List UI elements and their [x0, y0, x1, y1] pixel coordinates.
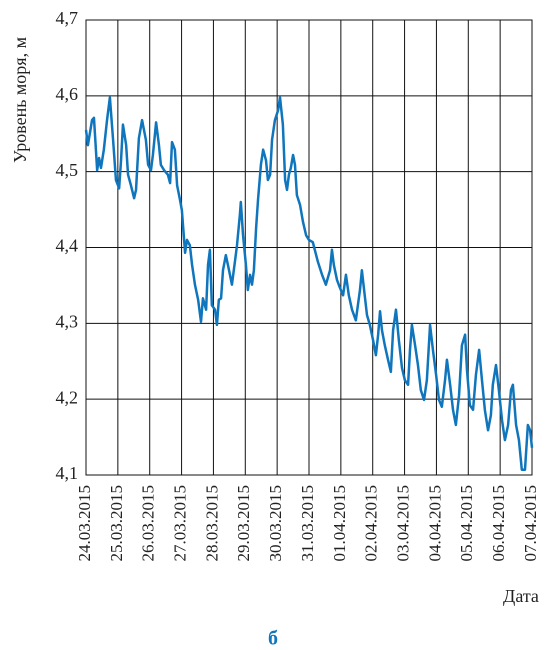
y-tick-label: 4,1 — [56, 463, 79, 483]
x-tick-label: 29.03.2015 — [234, 485, 253, 562]
y-tick-label: 4,2 — [56, 387, 79, 407]
y-tick-label: 4,5 — [56, 160, 79, 180]
x-tick-label: 31.03.2015 — [298, 485, 317, 562]
x-tick-label: 02.04.2015 — [362, 485, 381, 562]
y-tick-label: 4,4 — [56, 236, 79, 256]
line-series — [84, 96, 534, 471]
y-tick-label: 4,6 — [56, 84, 79, 104]
x-tick-label: 28.03.2015 — [202, 485, 221, 562]
plot-frame — [85, 19, 533, 476]
x-tick-label: 01.04.2015 — [330, 485, 349, 562]
x-tick-label: 24.03.2015 — [75, 485, 94, 562]
caption: б — [268, 628, 278, 650]
y-tick-label: 4,7 — [56, 8, 79, 28]
x-tick-label: 26.03.2015 — [139, 485, 158, 562]
x-tick-label: 04.04.2015 — [425, 485, 444, 561]
x-tick-label: 07.04.2015 — [521, 485, 540, 562]
y-tick-label: 4,3 — [56, 311, 79, 331]
x-tick-label: 03.04.2015 — [393, 485, 412, 562]
y-axis-label: Уровень моря, м — [10, 37, 30, 163]
x-tick-label: 25.03.2015 — [107, 485, 126, 562]
x-tick-label: 27.03.2015 — [170, 485, 189, 562]
x-axis-label: Дата — [503, 586, 539, 606]
x-tick-label: 06.04.2015 — [489, 485, 508, 562]
x-tick-label: 30.03.2015 — [266, 485, 285, 562]
x-tick-label: 05.04.2015 — [457, 485, 476, 562]
